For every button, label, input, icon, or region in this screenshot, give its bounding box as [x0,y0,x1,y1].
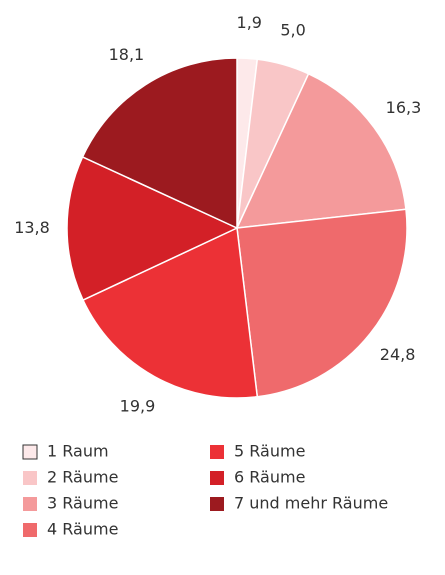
data-label: 19,9 [120,397,156,416]
data-label: 1,9 [237,13,262,32]
legend-swatch [210,445,224,459]
pie-slice [66,155,239,302]
data-label: 18,1 [109,45,145,64]
data-label: 16,3 [386,98,422,117]
pie-slice [81,57,238,230]
legend-swatch [23,471,37,485]
legend-swatch [22,444,38,460]
legend-swatch [210,497,224,511]
legend-swatch [210,471,224,485]
data-label: 5,0 [280,20,305,39]
data-label: 13,8 [14,218,50,237]
pie-slice [82,226,259,399]
pie-slice [236,208,408,398]
legend-label: 5 Räume [234,442,305,461]
legend-swatch [23,497,37,511]
legend-label: 6 Räume [234,468,305,487]
pie-slice [235,72,407,229]
legend-label: 4 Räume [47,520,118,539]
data-label: 24,8 [380,345,416,364]
legend-swatch [23,523,37,537]
legend-label: 7 und mehr Räume [234,494,388,513]
legend-label: 3 Räume [47,494,118,513]
legend-label: 1 Raum [47,442,109,461]
legend-label: 2 Räume [47,468,118,487]
